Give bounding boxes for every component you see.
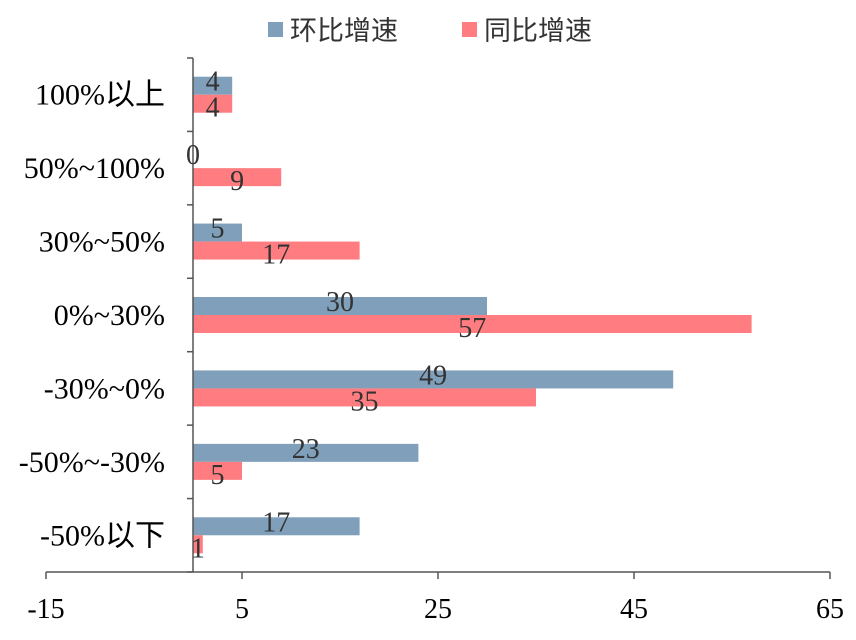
data-label-yoy-4: 35 <box>351 386 379 417</box>
value-tick-label-1: 5 <box>235 594 249 625</box>
bar-yoy-4 <box>193 388 536 407</box>
category-label-0: 100%以上 <box>35 79 165 112</box>
category-label-6: -50%以下 <box>40 519 165 552</box>
bars-group <box>193 76 752 554</box>
data-label-yoy-2: 17 <box>262 240 290 271</box>
data-label-yoy-6: 1 <box>191 533 205 564</box>
legend-label-0: 环比增速 <box>290 16 398 47</box>
bar-yoy-0 <box>193 94 233 113</box>
category-label-4: -30%~0% <box>44 372 165 405</box>
data-label-yoy-5: 5 <box>211 460 225 491</box>
labels-group: 44 100%以上 09 50%~100% 5 17 30%~50% 30 57 0%~30% 49… <box>19 67 844 625</box>
data-label-mom-0: 4 <box>206 67 220 98</box>
data-label-yoy-0: 4 <box>206 93 220 124</box>
data-label-yoy-1: 9 <box>230 166 244 197</box>
data-label-mom-3: 30 <box>326 287 354 318</box>
value-tick-label-4: 65 <box>816 594 844 625</box>
category-label-2: 30%~50% <box>39 226 165 259</box>
value-tick-label-2: 25 <box>424 594 452 625</box>
bar-mom-3 <box>193 297 487 315</box>
bar-yoy-5 <box>193 461 242 480</box>
axes-group <box>45 57 831 579</box>
data-label-mom-6: 17 <box>262 507 290 538</box>
bar-yoy-3 <box>193 315 752 333</box>
bar-mom-2 <box>193 223 242 242</box>
bar-mom-6 <box>193 517 360 536</box>
category-label-1: 50%~100% <box>24 152 165 185</box>
data-label-mom-4: 49 <box>419 360 447 391</box>
bar-yoy-2 <box>193 241 360 260</box>
category-label-5: -50%~-30% <box>19 446 165 479</box>
value-tick-label-3: 45 <box>620 594 648 625</box>
data-label-mom-5: 23 <box>292 434 320 465</box>
bar-mom-0 <box>193 76 233 95</box>
legend-swatch-1 <box>462 22 477 37</box>
category-label-3: 0%~30% <box>54 299 165 332</box>
legend-swatch-0 <box>268 22 283 37</box>
bar-yoy-1 <box>193 168 282 187</box>
bar-yoy-6 <box>193 535 203 554</box>
bar-mom-5 <box>193 443 419 462</box>
data-label-yoy-3: 57 <box>458 313 486 344</box>
bar-mom-4 <box>193 370 674 389</box>
legend: 环比增速 同比增速 <box>268 16 592 47</box>
data-label-mom-1: 0 <box>186 140 200 171</box>
value-tick-label-0: -15 <box>27 594 64 625</box>
legend-label-1: 同比增速 <box>484 16 592 47</box>
data-label-mom-2: 5 <box>211 214 225 245</box>
